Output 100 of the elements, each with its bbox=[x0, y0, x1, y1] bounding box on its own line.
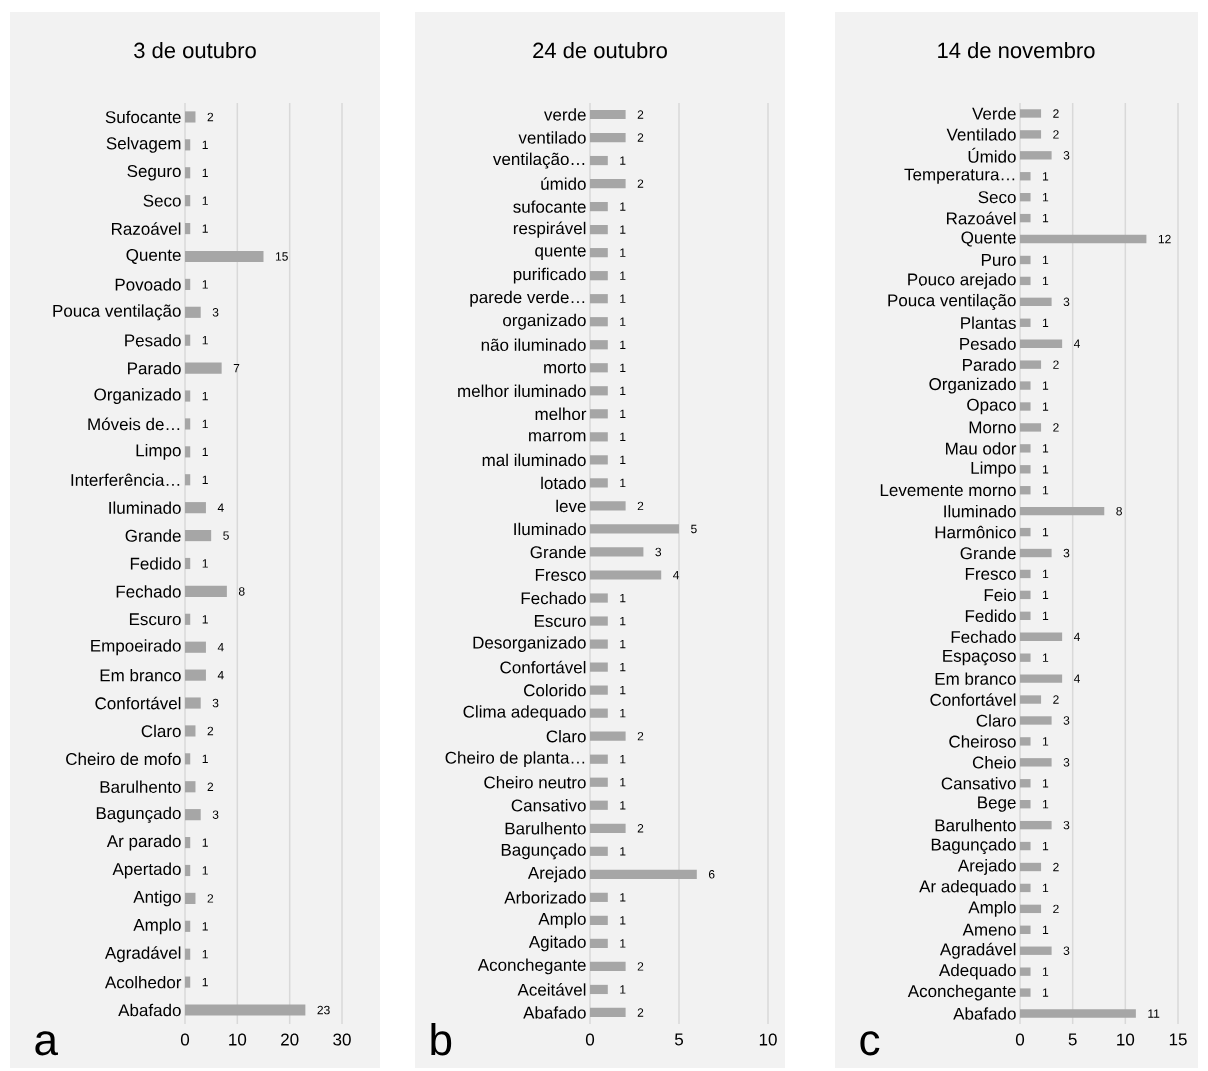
bar bbox=[1020, 360, 1042, 369]
data-label: 1 bbox=[1042, 841, 1049, 851]
bar bbox=[590, 225, 608, 235]
y-tick-label: Limpo bbox=[971, 461, 1016, 478]
bar bbox=[185, 167, 191, 179]
data-label: 3 bbox=[1063, 820, 1070, 830]
y-tick-label: Puro bbox=[981, 254, 1016, 266]
bar bbox=[1020, 820, 1052, 830]
y-tick-label: Povoado bbox=[115, 278, 181, 291]
y-tick-label: Empoeirado bbox=[91, 639, 181, 656]
data-label: 1 bbox=[202, 754, 208, 763]
bar bbox=[1020, 695, 1042, 704]
y-tick-label: Selvagem bbox=[106, 136, 181, 153]
bar bbox=[1020, 402, 1031, 411]
bar bbox=[185, 864, 191, 877]
y-tick-label: marrom bbox=[529, 432, 586, 442]
bar bbox=[1020, 862, 1042, 872]
y-tick-label: Grande bbox=[125, 529, 181, 542]
y-tick-label: Confortável bbox=[500, 660, 586, 674]
data-label: 1 bbox=[1042, 800, 1049, 809]
data-label: 1 bbox=[1042, 569, 1049, 579]
bar bbox=[1020, 590, 1031, 600]
y-tick-label: Arejado bbox=[957, 859, 1016, 875]
y-tick-label: Levemente morno bbox=[880, 484, 1016, 497]
data-label: 1 bbox=[202, 838, 208, 847]
data-label: 8 bbox=[1116, 506, 1122, 516]
bar bbox=[590, 340, 608, 350]
data-label: 1 bbox=[620, 801, 626, 810]
y-tick-label: parede verde… bbox=[470, 290, 585, 307]
y-tick-label: sufocante bbox=[513, 200, 586, 213]
bar bbox=[590, 432, 608, 442]
bar bbox=[1020, 109, 1042, 118]
bar bbox=[1020, 255, 1031, 265]
bar bbox=[185, 948, 191, 960]
data-label: 1 bbox=[202, 196, 208, 205]
data-label: 3 bbox=[1063, 297, 1070, 307]
data-label: 3 bbox=[1063, 716, 1070, 725]
y-tick-label: Antigo bbox=[133, 890, 181, 907]
y-tick-label: melhor bbox=[535, 407, 587, 421]
y-tick-label: Morno bbox=[969, 421, 1016, 434]
bar bbox=[1020, 318, 1031, 327]
data-label: 3 bbox=[1063, 758, 1070, 767]
bar bbox=[1020, 548, 1052, 558]
bar bbox=[185, 781, 196, 793]
y-tick-label: Cansativo bbox=[941, 777, 1016, 790]
bar bbox=[590, 662, 608, 672]
bar bbox=[185, 920, 191, 932]
bar bbox=[590, 478, 608, 488]
bar bbox=[590, 685, 608, 695]
y-tick-label: não iluminado bbox=[481, 338, 586, 351]
y-tick-label: Agradável bbox=[939, 942, 1016, 959]
y-tick-label: Fresco bbox=[965, 568, 1016, 580]
data-label: 1 bbox=[620, 271, 626, 280]
y-tick-label: Seguro bbox=[127, 165, 181, 181]
y-tick-label: Fedido bbox=[965, 609, 1016, 623]
y-tick-label: Pesado bbox=[125, 333, 181, 347]
data-label: 12 bbox=[1158, 234, 1171, 244]
x-tick-label: 0 bbox=[180, 1033, 190, 1046]
y-tick-label: Organizado bbox=[929, 377, 1016, 394]
bar bbox=[590, 248, 608, 258]
data-label: 2 bbox=[637, 110, 644, 119]
data-label: 2 bbox=[1053, 695, 1059, 704]
data-label: 1 bbox=[202, 475, 208, 484]
y-tick-label: Quente bbox=[126, 248, 181, 265]
data-label: 1 bbox=[620, 755, 626, 764]
bar bbox=[185, 836, 191, 849]
bar bbox=[1020, 800, 1031, 809]
bar bbox=[1020, 841, 1031, 851]
data-label: 2 bbox=[207, 894, 214, 903]
y-tick-label: Cansativo bbox=[511, 799, 586, 812]
bar bbox=[1020, 967, 1031, 976]
y-tick-label: Em branco bbox=[935, 672, 1016, 685]
y-tick-label: Bagunçado bbox=[501, 843, 586, 860]
y-tick-label: Pesado bbox=[960, 337, 1016, 350]
data-label: 1 bbox=[620, 985, 626, 994]
data-label: 5 bbox=[223, 531, 229, 540]
x-tick-label: 20 bbox=[281, 1033, 299, 1046]
data-label: 1 bbox=[1042, 653, 1049, 662]
data-label: 1 bbox=[202, 866, 208, 875]
data-label: 1 bbox=[1042, 967, 1049, 976]
y-tick-label: Ar adequado bbox=[919, 880, 1016, 896]
bar bbox=[185, 418, 191, 430]
bar bbox=[185, 585, 227, 597]
bar bbox=[1020, 339, 1063, 348]
y-tick-label: Amplo bbox=[538, 912, 586, 929]
bar bbox=[590, 639, 608, 649]
bar bbox=[185, 502, 206, 514]
y-tick-label: Móveis de… bbox=[88, 417, 180, 431]
data-label: 1 bbox=[620, 202, 626, 211]
data-label: 2 bbox=[207, 782, 214, 791]
y-tick-label: quente bbox=[535, 245, 586, 260]
bar bbox=[590, 892, 608, 902]
bar bbox=[185, 362, 222, 374]
y-tick-label: Arejado bbox=[527, 866, 586, 883]
bar bbox=[590, 800, 608, 810]
y-tick-label: Cheiro de planta… bbox=[445, 751, 585, 768]
data-label: 2 bbox=[637, 731, 644, 741]
bar bbox=[590, 915, 608, 925]
bar bbox=[185, 976, 191, 988]
y-tick-label: Iluminado bbox=[944, 504, 1016, 518]
